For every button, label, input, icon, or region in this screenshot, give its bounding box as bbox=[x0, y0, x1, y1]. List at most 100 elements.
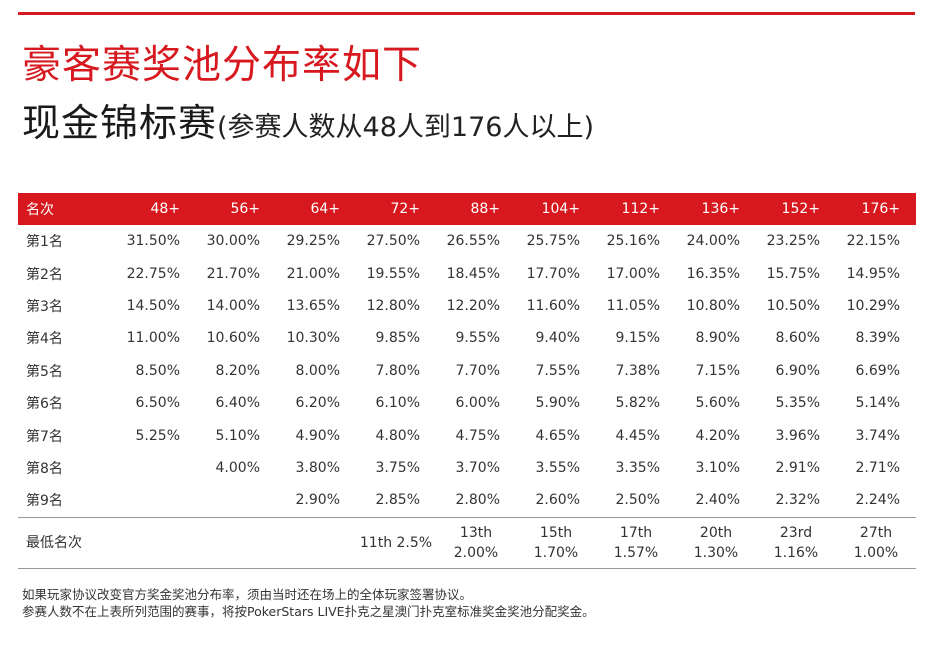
min-place-cell: 13th 2.00% bbox=[436, 517, 516, 569]
payout-cell: 22.15% bbox=[846, 233, 900, 250]
min-place-percent: 1.00% bbox=[853, 544, 899, 561]
payout-cell: 6.10% bbox=[375, 395, 420, 412]
payout-cell: 4.20% bbox=[695, 427, 740, 444]
min-place-rank: 27th bbox=[859, 524, 893, 541]
payout-cell: 5.25% bbox=[135, 427, 180, 444]
minimum-place-row: 最低名次 11th 2.5% 13th 2.00% 15th 1.70% 17th 1.57%… bbox=[18, 517, 916, 569]
payout-cell: 10.30% bbox=[286, 330, 340, 347]
payout-cell: 25.16% bbox=[606, 233, 660, 250]
table-row: 第3名 14.50% 14.00% 13.65% 12.80% 12.20% 11.60% 1… bbox=[18, 290, 916, 322]
payout-cell: 3.80% bbox=[295, 459, 340, 476]
header-entrants: 48+ bbox=[116, 193, 196, 225]
payout-cell: 17.00% bbox=[606, 265, 660, 282]
header-entrants: 136+ bbox=[676, 193, 756, 225]
payout-cell: 12.20% bbox=[446, 297, 500, 314]
min-place-cell: 27th 1.00% bbox=[836, 517, 916, 569]
table-body: 第1名 31.50% 30.00% 29.25% 27.50% 26.55% 25.75% 2… bbox=[18, 225, 916, 518]
place-label: 第5名 bbox=[26, 363, 63, 380]
payout-cell: 2.50% bbox=[596, 484, 676, 518]
table-row: 第2名 22.75% 21.70% 21.00% 19.55% 18.45% 17.70% 1… bbox=[18, 257, 916, 289]
table-header-row: 名次 48+ 56+ 64+ 72+ 88+ 104+ 112+ 136+ 152+ 176+ bbox=[18, 193, 916, 225]
payout-cell: 18.45% bbox=[446, 265, 500, 282]
payout-cell: 10.50% bbox=[766, 297, 820, 314]
payout-cell: 11.60% bbox=[526, 297, 580, 314]
payout-cell: 4.90% bbox=[295, 427, 340, 444]
payout-cell: 7.38% bbox=[615, 362, 660, 379]
min-place-rank: 20th bbox=[699, 524, 733, 541]
payout-cell: 26.55% bbox=[446, 233, 500, 250]
payout-cell: 21.00% bbox=[286, 265, 340, 282]
payout-cell: 2.32% bbox=[756, 484, 836, 518]
payout-cell: 9.15% bbox=[615, 330, 660, 347]
payout-cell: 5.35% bbox=[775, 395, 820, 412]
payout-cell: 16.35% bbox=[686, 265, 740, 282]
table-row: 第8名 4.00% 3.80% 3.75% 3.70% 3.55% 3.35% 3.10% 2.… bbox=[18, 452, 916, 484]
payout-cell: 7.80% bbox=[375, 362, 420, 379]
payout-cell: 14.00% bbox=[206, 297, 260, 314]
table-row: 第6名 6.50% 6.40% 6.20% 6.10% 6.00% 5.90% 5.82% 5.… bbox=[18, 387, 916, 419]
min-place-rank: 11th 2.5% bbox=[359, 534, 433, 551]
payout-cell: 4.65% bbox=[535, 427, 580, 444]
payout-cell: 11.05% bbox=[606, 297, 660, 314]
payout-cell: 5.90% bbox=[535, 395, 580, 412]
payout-cell: 9.85% bbox=[375, 330, 420, 347]
table-row: 第4名 11.00% 10.60% 10.30% 9.85% 9.55% 9.40% 9.15… bbox=[18, 322, 916, 354]
payout-cell: 8.90% bbox=[695, 330, 740, 347]
payout-cell: 6.20% bbox=[295, 395, 340, 412]
place-label: 第9名 bbox=[18, 484, 116, 518]
min-place-cell bbox=[116, 517, 196, 569]
payout-cell: 9.55% bbox=[455, 330, 500, 347]
note-standard-payout: 参赛人数不在上表所列范围的赛事，将按PokerStars LIVE扑克之星澳门扑… bbox=[22, 604, 595, 619]
payout-cell: 10.80% bbox=[686, 297, 740, 314]
min-place-cell: 20th 1.30% bbox=[676, 517, 756, 569]
min-place-cell: 23rd 1.16% bbox=[756, 517, 836, 569]
subtitle-participants-range: (参赛人数从48人到176人以上) bbox=[217, 112, 594, 143]
payout-cell: 8.39% bbox=[855, 330, 900, 347]
subtitle-main: 现金锦标赛 bbox=[22, 101, 218, 145]
payout-cell: 7.70% bbox=[455, 362, 500, 379]
payout-cell: 7.15% bbox=[695, 362, 740, 379]
payout-cell bbox=[116, 484, 196, 518]
payout-cell: 15.75% bbox=[766, 265, 820, 282]
min-place-cell bbox=[196, 517, 276, 569]
min-place-cell: 17th 1.57% bbox=[596, 517, 676, 569]
payout-cell: 5.14% bbox=[855, 395, 900, 412]
header-entrants: 56+ bbox=[196, 193, 276, 225]
payout-cell: 3.75% bbox=[375, 459, 420, 476]
table-row: 第9名 2.90% 2.85% 2.80% 2.60% 2.50% 2.40% 2.32% 2.… bbox=[18, 484, 916, 518]
payout-cell: 6.69% bbox=[855, 362, 900, 379]
payout-cell: 8.50% bbox=[135, 362, 180, 379]
payout-cell: 23.25% bbox=[766, 233, 820, 250]
header-place: 名次 bbox=[18, 193, 116, 225]
payout-cell: 4.80% bbox=[375, 427, 420, 444]
min-place-percent: 1.30% bbox=[693, 544, 739, 561]
payout-cell: 6.90% bbox=[775, 362, 820, 379]
min-place-rank: 23rd bbox=[779, 524, 813, 541]
payout-cell: 4.75% bbox=[455, 427, 500, 444]
payout-cell: 3.96% bbox=[775, 427, 820, 444]
payout-cell: 12.80% bbox=[366, 297, 420, 314]
header-entrants: 64+ bbox=[276, 193, 356, 225]
payout-cell: 2.91% bbox=[775, 459, 820, 476]
payout-cell: 2.24% bbox=[836, 484, 916, 518]
note-agreement: 如果玩家协议改变官方奖金奖池分布率，须由当时还在场上的全体玩家签署协议。 bbox=[22, 587, 473, 602]
payout-cell: 2.90% bbox=[276, 484, 356, 518]
min-place-cell bbox=[276, 517, 356, 569]
header-entrants: 88+ bbox=[436, 193, 516, 225]
payout-cell: 3.55% bbox=[535, 459, 580, 476]
payout-cell: 2.60% bbox=[516, 484, 596, 518]
place-label: 第6名 bbox=[26, 396, 63, 413]
min-place-cell: 11th 2.5% bbox=[356, 517, 436, 569]
payout-cell: 3.70% bbox=[455, 459, 500, 476]
payout-cell: 3.35% bbox=[615, 459, 660, 476]
payout-cell: 8.20% bbox=[215, 362, 260, 379]
payout-cell: 8.60% bbox=[775, 330, 820, 347]
min-place-percent: 1.57% bbox=[613, 544, 659, 561]
payout-cell: 19.55% bbox=[366, 265, 420, 282]
min-place-rank: 13th bbox=[459, 524, 493, 541]
min-place-rank: 17th bbox=[619, 524, 653, 541]
payout-cell: 3.10% bbox=[695, 459, 740, 476]
payout-table: 名次 48+ 56+ 64+ 72+ 88+ 104+ 112+ 136+ 152+ 176+ 第1… bbox=[18, 193, 916, 569]
payout-cell: 30.00% bbox=[206, 233, 260, 250]
payout-cell: 7.55% bbox=[535, 362, 580, 379]
